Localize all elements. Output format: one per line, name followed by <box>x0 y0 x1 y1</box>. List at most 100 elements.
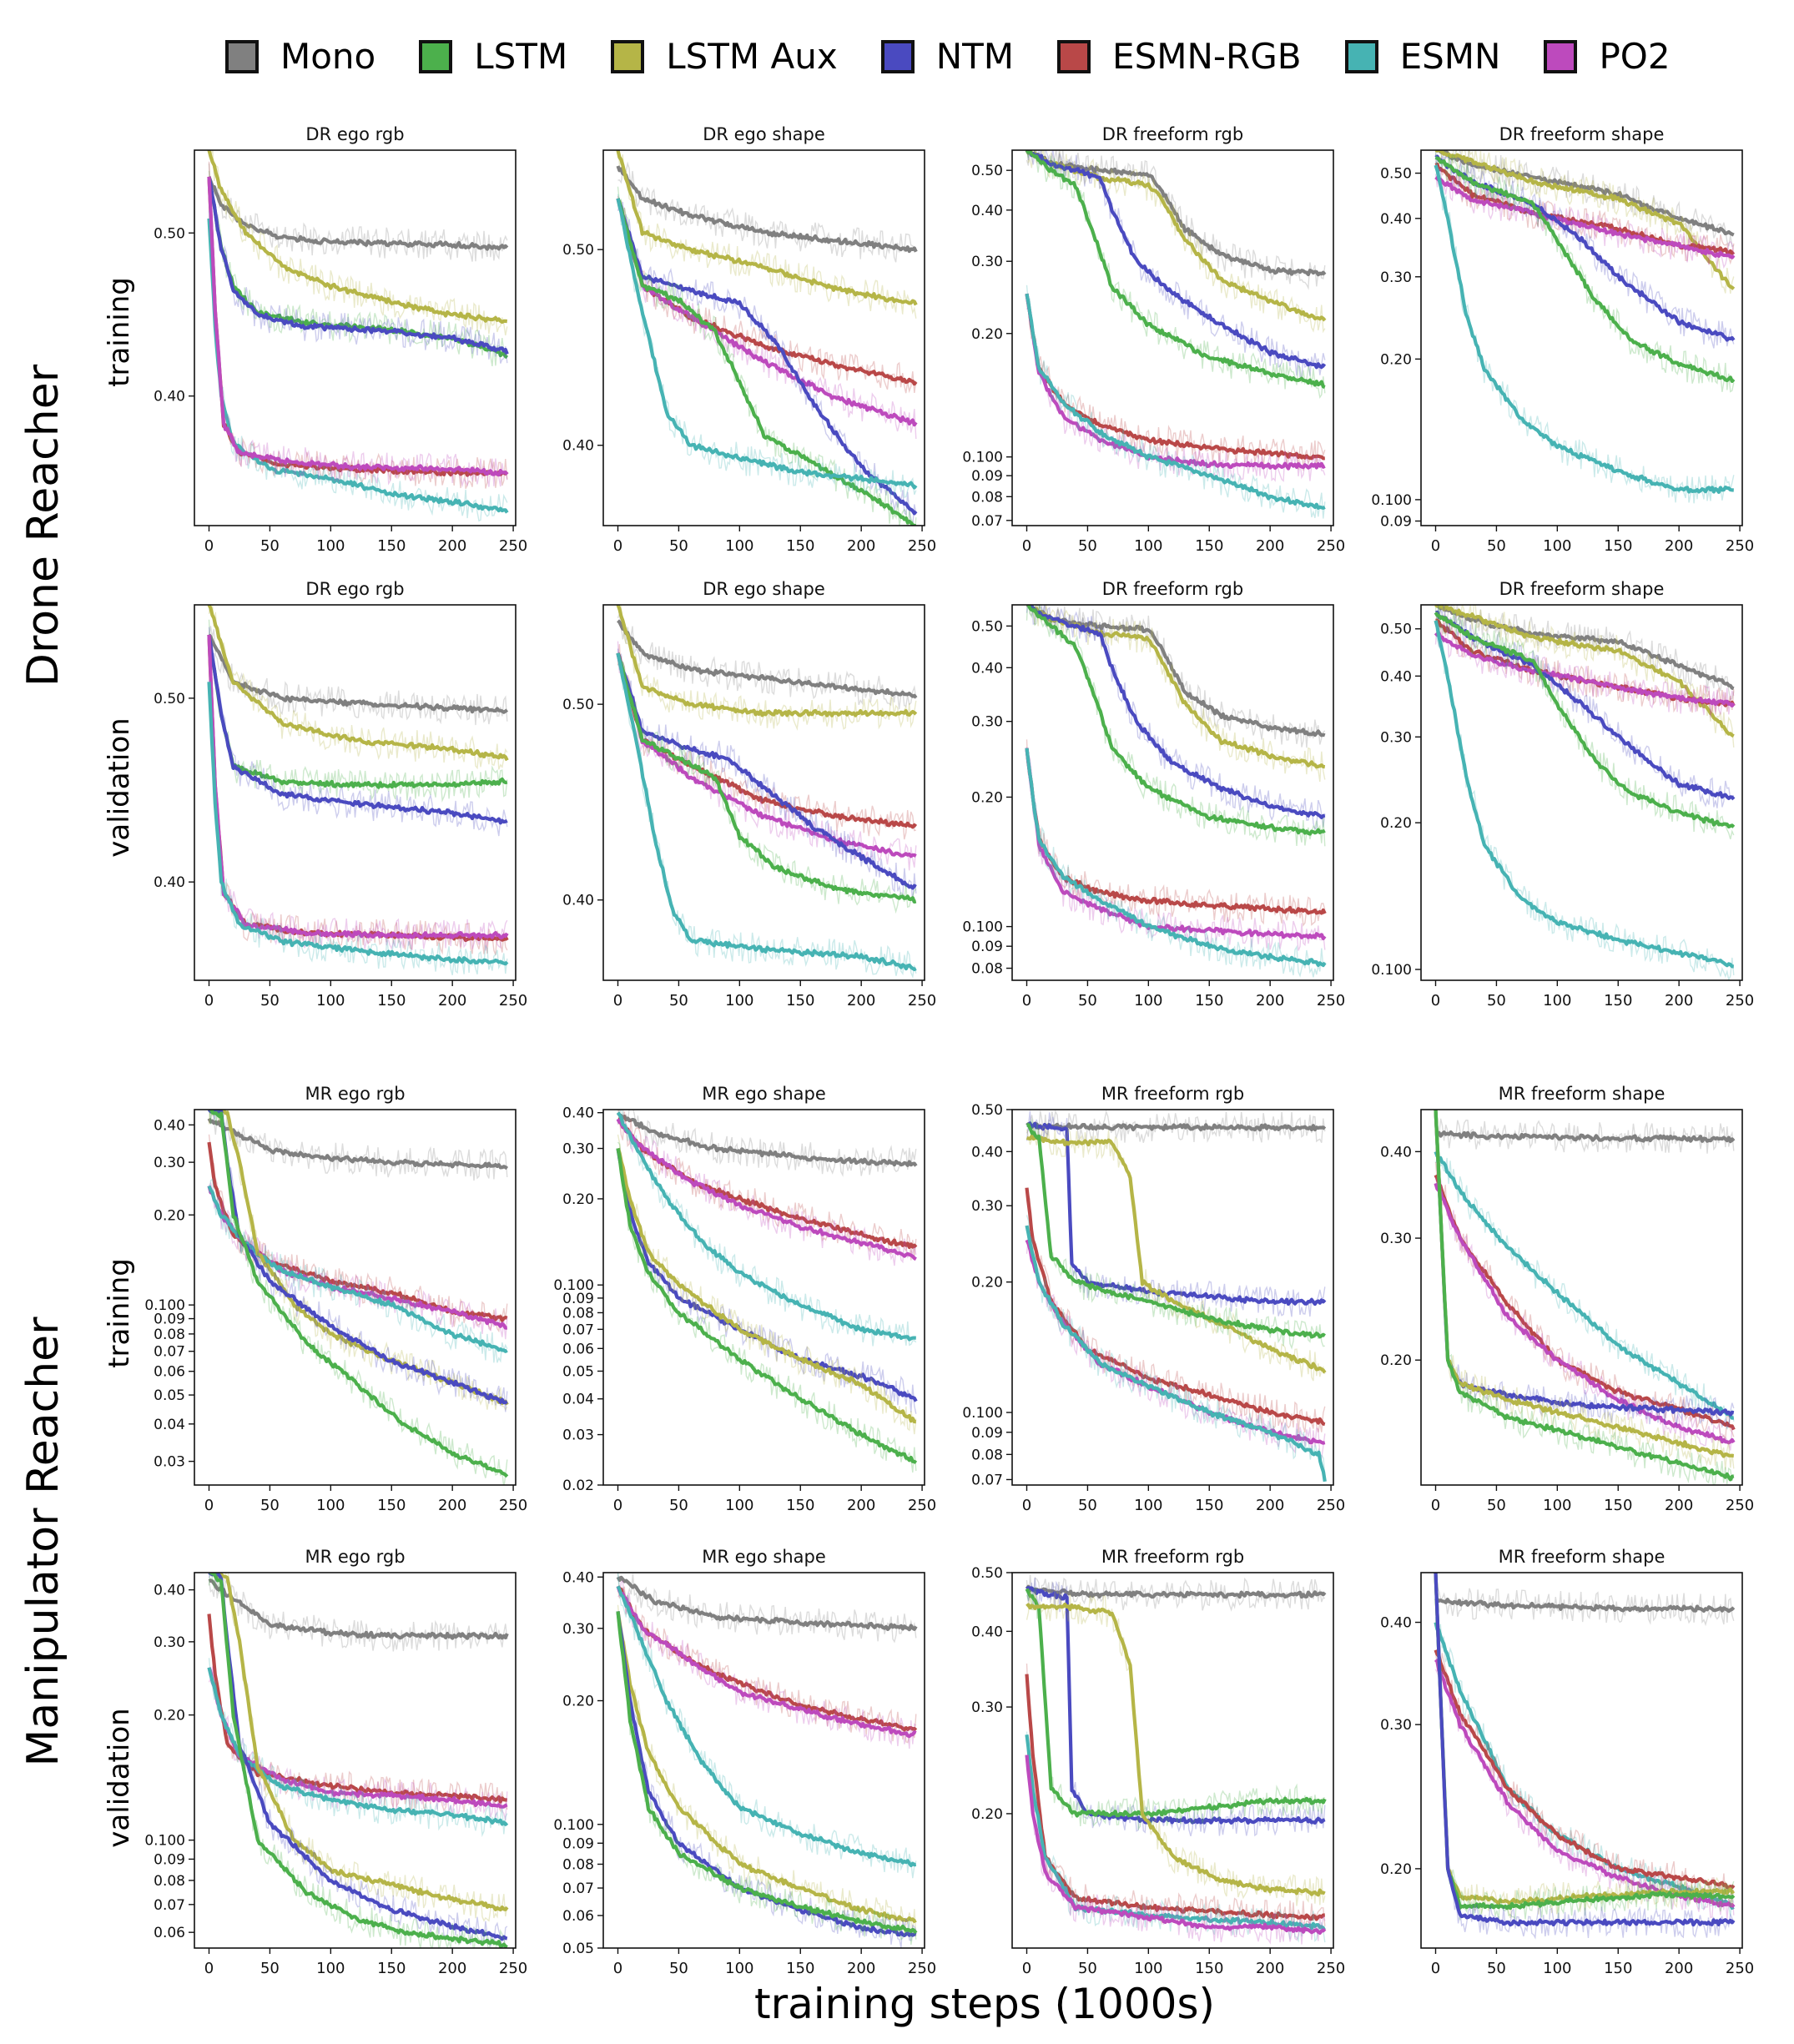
series-band-esmn-rgb <box>1434 1161 1735 1440</box>
series-group <box>616 150 918 526</box>
x-tick-label: 0 <box>1022 992 1031 1009</box>
x-tick-label: 150 <box>1604 537 1632 555</box>
series-band-mono <box>617 161 916 263</box>
series-band-esmn <box>617 194 917 498</box>
plot-frame <box>194 149 517 526</box>
y-tick-label: 0.40 <box>971 1144 1003 1160</box>
x-tick-label: 200 <box>1665 992 1693 1009</box>
y-tick-label: 0.09 <box>971 468 1003 485</box>
x-tick-label: 200 <box>1256 1497 1284 1514</box>
series-line-po2 <box>1434 175 1736 259</box>
series-band-po2 <box>1434 622 1735 717</box>
series-line-lstm-aux <box>207 150 508 325</box>
series-band-lstm-aux <box>617 150 917 319</box>
plot-frame <box>602 604 925 981</box>
series-band-po2 <box>1026 747 1326 951</box>
y-tick-label: 0.30 <box>154 1155 185 1171</box>
x-tick-label: 250 <box>908 992 936 1009</box>
x-tick-label: 0 <box>1022 1960 1031 1977</box>
chart-mr-freeform-rgb-training: MR freeform rgb 0 50 100 150 200 250 0.50 0.40 0.… <box>962 1084 1345 1514</box>
series-band-lstm <box>1434 154 1735 393</box>
series-line-mono <box>208 1578 509 1640</box>
series-line-ntm <box>208 1573 508 1941</box>
chart-title: DR ego rgb <box>305 124 404 144</box>
x-tick-label: 100 <box>1134 992 1162 1009</box>
plot-frame <box>1420 1109 1743 1486</box>
y-tick-label: 0.100 <box>553 1817 594 1834</box>
x-tick-label: 150 <box>786 537 814 555</box>
chart-title: MR ego shape <box>702 1547 826 1567</box>
series-band-mono <box>1028 605 1326 748</box>
x-tick-label: 200 <box>847 1497 875 1514</box>
legend-swatch <box>1544 40 1578 73</box>
series-line-lstm <box>1434 1110 1735 1482</box>
series-band-lstm-aux <box>208 150 508 336</box>
series-band-lstm <box>1026 1118 1325 1350</box>
x-tick-label: 0 <box>1431 992 1440 1009</box>
series-line-po2 <box>616 1585 917 1739</box>
legend-swatch <box>611 40 645 73</box>
y-tick-label: 0.09 <box>971 939 1003 955</box>
x-tick-label: 0 <box>1431 537 1440 555</box>
series-group <box>1025 1110 1327 1483</box>
series-line-lstm <box>207 634 508 789</box>
chart-title: MR ego shape <box>702 1084 826 1104</box>
series-line-lstm-aux <box>616 605 918 717</box>
y-tick-label: 0.09 <box>154 1311 185 1328</box>
y-tick-label: 0.08 <box>154 1873 185 1890</box>
x-tick-label: 50 <box>260 1960 280 1977</box>
chart-mr-freeform-shape-validation: MR freeform shape 0 50 100 150 200 250 0.40 0.30… <box>1380 1547 1754 1977</box>
y-tick-label: 0.07 <box>971 513 1003 530</box>
y-tick-label: 0.50 <box>971 1565 1003 1582</box>
x-tick-label: 50 <box>260 1497 280 1514</box>
chart-title: MR freeform shape <box>1499 1084 1665 1104</box>
series-line-esmn-rgb <box>207 634 509 943</box>
x-tick-label: 0 <box>1431 1960 1440 1977</box>
series-line-lstm <box>1434 1573 1736 1911</box>
series-line-esmn <box>616 1585 917 1868</box>
series-group <box>207 605 509 975</box>
series-line-lstm-aux <box>1434 150 1736 290</box>
x-tick-label: 200 <box>1256 537 1284 555</box>
y-tick-label: 0.08 <box>971 961 1003 978</box>
x-tick-label: 50 <box>260 992 280 1009</box>
y-tick-label: 0.30 <box>154 1634 185 1651</box>
x-tick-label: 50 <box>1078 537 1097 555</box>
legend-item-esmn-rgb: ESMN-RGB <box>1057 39 1302 74</box>
series-band-ntm <box>1026 605 1326 831</box>
series-group <box>207 150 509 522</box>
x-tick-label: 50 <box>1487 1497 1506 1514</box>
y-tick-label: 0.20 <box>1380 351 1412 368</box>
legend-label: PO2 <box>1599 36 1671 77</box>
x-tick-label: 50 <box>1078 1497 1097 1514</box>
y-tick-label: 0.50 <box>154 691 185 707</box>
x-tick-label: 50 <box>669 992 688 1009</box>
x-tick-label: 50 <box>1487 992 1506 1009</box>
x-tick-label: 250 <box>1317 537 1345 555</box>
y-tick-label: 0.09 <box>154 1851 185 1868</box>
x-tick-label: 200 <box>438 1960 466 1977</box>
chart-title: MR freeform rgb <box>1101 1547 1244 1567</box>
series-line-esmn <box>1434 164 1734 495</box>
plot-frame <box>1420 149 1743 526</box>
x-tick-label: 50 <box>669 537 688 555</box>
series-line-mono <box>207 1117 509 1171</box>
series-line-ntm <box>616 652 917 890</box>
x-tick-label: 150 <box>1195 1960 1223 1977</box>
chart-dr-ego-rgb-validation: DR ego rgb 0 50 100 150 200 250 0.50 0.40 <box>154 579 527 1009</box>
x-tick-label: 100 <box>1134 537 1162 555</box>
y-tick-label: 0.40 <box>1380 668 1412 685</box>
series-line-lstm <box>1026 1123 1326 1339</box>
plot-frame <box>1011 604 1334 981</box>
series-band-lstm-aux <box>1026 1590 1326 1906</box>
series-band-mono <box>1026 1574 1326 1612</box>
series-group <box>1434 605 1736 980</box>
x-tick-label: 250 <box>1317 992 1345 1009</box>
series-group <box>1434 1110 1736 1485</box>
y-tick-label: 0.20 <box>971 1275 1003 1291</box>
series-line-esmn <box>616 652 917 972</box>
x-tick-label: 100 <box>1543 992 1571 1009</box>
chart-title: MR ego rgb <box>305 1084 405 1104</box>
series-group <box>616 1573 918 1948</box>
series-line-lstm-aux <box>616 1611 917 1923</box>
